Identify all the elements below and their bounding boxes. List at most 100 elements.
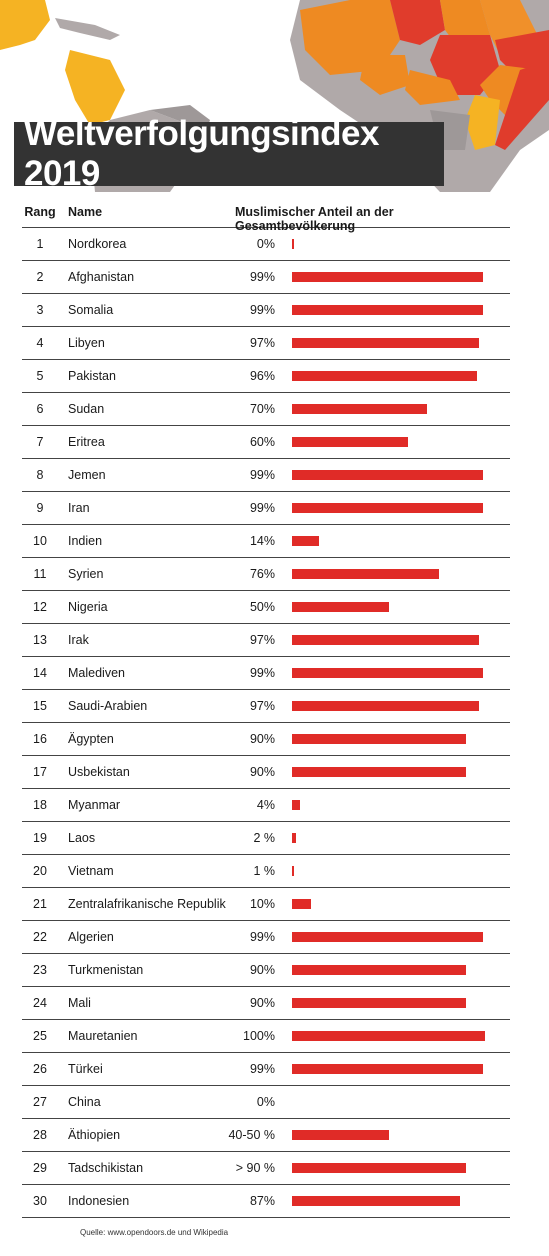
rank-label: 9 xyxy=(36,501,44,515)
rank-label: 5 xyxy=(36,369,44,383)
country-name: Äthiopien xyxy=(68,1128,121,1142)
table-row: 4 Libyen 97% xyxy=(22,327,510,360)
share-bar xyxy=(292,239,294,249)
country-name: Laos xyxy=(68,831,96,845)
share-bar xyxy=(292,1130,389,1140)
header-share: Muslimischer Anteil an der Gesamtbevölke… xyxy=(235,205,394,233)
rank-label: 24 xyxy=(33,996,47,1010)
share-bar xyxy=(292,338,479,348)
rank-label: 12 xyxy=(33,600,47,614)
rank-label: 23 xyxy=(33,963,47,977)
country-name: Libyen xyxy=(68,336,105,350)
share-label: 1 % xyxy=(253,864,275,878)
share-bar xyxy=(292,635,479,645)
share-label: 40-50 % xyxy=(228,1128,275,1142)
rank-label: 28 xyxy=(33,1128,47,1142)
table-row: 23 Turkmenistan 90% xyxy=(22,954,510,987)
rank-label: 6 xyxy=(36,402,44,416)
share-bar xyxy=(292,899,311,909)
table-body: 1 Nordkorea 0% 2 Afghanistan 99% 3 Somalia 99% 4 L… xyxy=(22,228,510,1218)
rank-label: 29 xyxy=(33,1161,47,1175)
share-label: 99% xyxy=(249,930,275,944)
share-label: 97% xyxy=(249,336,275,350)
rank-label: 1 xyxy=(36,237,44,251)
rank-label: 15 xyxy=(33,699,47,713)
share-bar xyxy=(292,701,479,711)
table-row: 30 Indonesien 87% xyxy=(22,1185,510,1218)
country-name: Saudi-Arabien xyxy=(68,699,148,713)
table-row: 5 Pakistan 96% xyxy=(22,360,510,393)
share-label: 90% xyxy=(249,732,275,746)
table-row: 28 Äthiopien 40-50 % xyxy=(22,1119,510,1152)
country-name: Nigeria xyxy=(68,600,108,614)
share-label: 50% xyxy=(249,600,275,614)
share-label: 90% xyxy=(249,996,275,1010)
share-bar xyxy=(292,272,483,282)
country-name: Somalia xyxy=(68,303,114,317)
header-name: Name xyxy=(68,205,103,219)
rank-label: 7 xyxy=(36,435,44,449)
share-label: 99% xyxy=(249,666,275,680)
rank-label: 8 xyxy=(36,468,44,482)
header-rank: Rang xyxy=(24,205,56,219)
share-label: 99% xyxy=(249,501,275,515)
rank-label: 4 xyxy=(36,336,44,350)
share-bar xyxy=(292,965,466,975)
title-banner: Weltverfolgungsindex 2019 xyxy=(14,114,444,193)
table-row: 8 Jemen 99% xyxy=(22,459,510,492)
table-row: 27 China 0% xyxy=(22,1086,510,1119)
rank-label: 30 xyxy=(33,1194,47,1208)
share-bar xyxy=(292,602,389,612)
rank-label: 2 xyxy=(36,270,44,284)
country-name: Usbekistan xyxy=(68,765,130,779)
table-row: 10 Indien 14% xyxy=(22,525,510,558)
table-row: 26 Türkei 99% xyxy=(22,1053,510,1086)
share-bar xyxy=(292,305,483,315)
share-bar xyxy=(292,866,294,876)
share-label: 96% xyxy=(249,369,275,383)
table-row: 20 Vietnam 1 % xyxy=(22,855,510,888)
share-bar xyxy=(292,668,483,678)
rank-label: 14 xyxy=(33,666,47,680)
share-label: 60% xyxy=(249,435,275,449)
table-row: 24 Mali 90% xyxy=(22,987,510,1020)
ranking-table: Rang Name Muslimischer Anteil an der Ges… xyxy=(22,195,510,1218)
rank-label: 18 xyxy=(33,798,47,812)
country-name: Ägypten xyxy=(68,732,114,746)
share-label: 0% xyxy=(256,1095,275,1109)
share-bar xyxy=(292,404,427,414)
share-bar xyxy=(292,470,483,480)
table-row: 6 Sudan 70% xyxy=(22,393,510,426)
table-row: 2 Afghanistan 99% xyxy=(22,261,510,294)
table-row: 17 Usbekistan 90% xyxy=(22,756,510,789)
share-bar xyxy=(292,1196,460,1206)
rank-label: 22 xyxy=(33,930,47,944)
share-label: 4% xyxy=(256,798,275,812)
country-name: Algerien xyxy=(68,930,114,944)
share-label: 90% xyxy=(249,963,275,977)
share-label: 100% xyxy=(243,1029,275,1043)
country-name: Pakistan xyxy=(68,369,116,383)
share-label: 0% xyxy=(256,237,275,251)
country-name: Afghanistan xyxy=(68,270,135,284)
table-row: 15 Saudi-Arabien 97% xyxy=(22,690,510,723)
country-name: Irak xyxy=(68,633,89,647)
table-row: 29 Tadschikistan > 90 % xyxy=(22,1152,510,1185)
rank-label: 13 xyxy=(33,633,47,647)
share-label: 99% xyxy=(249,468,275,482)
table-row: 18 Myanmar 4% xyxy=(22,789,510,822)
share-label: 99% xyxy=(249,1062,275,1076)
share-bar xyxy=(292,1064,483,1074)
rank-label: 21 xyxy=(33,897,47,911)
table-row: 1 Nordkorea 0% xyxy=(22,228,510,261)
source-note: Quelle: www.opendoors.de und Wikipedia xyxy=(80,1228,229,1237)
country-name: Syrien xyxy=(68,567,104,581)
rank-label: 10 xyxy=(33,534,47,548)
country-name: Zentralafrikanische Republik xyxy=(68,897,226,911)
rank-label: 27 xyxy=(33,1095,47,1109)
share-label: 97% xyxy=(249,699,275,713)
share-bar xyxy=(292,503,483,513)
country-name: China xyxy=(68,1095,101,1109)
share-bar xyxy=(292,1163,466,1173)
country-name: Türkei xyxy=(68,1062,103,1076)
